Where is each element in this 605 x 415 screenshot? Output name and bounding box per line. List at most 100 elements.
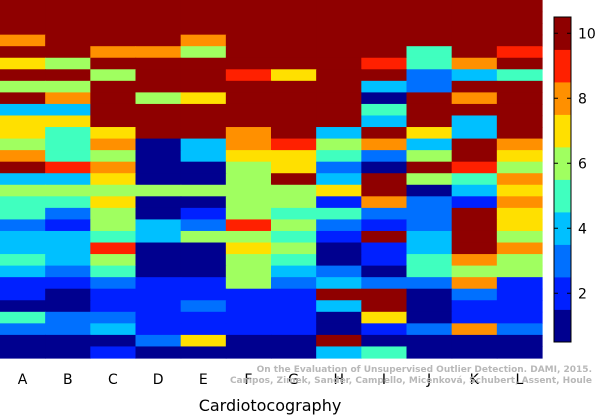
- heatmap-cell: [180, 138, 227, 151]
- heatmap-cell: [180, 277, 227, 290]
- heatmap-cell: [90, 69, 137, 82]
- colorbar-segment: [554, 244, 571, 278]
- heatmap-cell: [496, 334, 543, 348]
- heatmap-cell: [451, 138, 498, 151]
- heatmap-cell: [271, 300, 317, 313]
- heatmap-cell: [45, 346, 91, 359]
- colorbar-segment: [554, 17, 571, 50]
- heatmap-cell: [316, 11, 362, 24]
- x-tick-labels: A B C D E F G H I J K L: [18, 372, 524, 388]
- heatmap-cell: [180, 173, 227, 186]
- heatmap-cell: [271, 46, 317, 59]
- heatmap-cell: [316, 69, 362, 82]
- x-tick-label: G: [288, 372, 299, 388]
- heatmap-cell: [0, 103, 46, 117]
- heatmap-cell: [225, 334, 272, 348]
- heatmap-cell: [406, 80, 453, 93]
- heatmap-cell: [451, 46, 498, 59]
- heatmap-cell: [45, 23, 91, 36]
- heatmap-cell: [45, 92, 91, 105]
- heatmap-cell: [135, 173, 182, 186]
- colorbar-segment: [554, 212, 571, 245]
- heatmap-cell: [90, 173, 137, 186]
- colorbar-tick-label: 4: [578, 221, 587, 237]
- heatmap-cell: [0, 265, 46, 278]
- heatmap-cell: [90, 115, 137, 128]
- x-tick-label: K: [470, 372, 480, 388]
- heatmap-cell: [496, 219, 543, 232]
- heatmap-cell: [406, 288, 453, 301]
- heatmap-cell: [180, 115, 227, 128]
- x-tick-label: H: [333, 372, 344, 388]
- heatmap-cell: [225, 103, 272, 117]
- colorbar-tick-label: 6: [578, 156, 587, 172]
- heatmap-cell: [135, 161, 182, 174]
- heatmap-cell: [451, 323, 498, 336]
- heatmap-cell: [496, 80, 543, 93]
- heatmap-cell: [0, 69, 46, 82]
- heatmap-cell: [0, 242, 46, 255]
- heatmap-cell: [180, 161, 227, 174]
- heatmap-cell: [180, 323, 227, 336]
- heatmap-cell: [271, 173, 317, 186]
- heatmap-cell: [496, 323, 543, 336]
- heatmap-cell: [316, 127, 362, 140]
- heatmap-cell: [0, 0, 46, 13]
- heatmap-cell: [451, 80, 498, 93]
- heatmap-cell: [496, 311, 543, 324]
- heatmap-cell: [90, 300, 137, 313]
- heatmap-cell: [271, 265, 317, 278]
- heatmap-cell: [225, 242, 272, 255]
- heatmap-cell: [361, 173, 408, 186]
- heatmap-cell: [361, 92, 408, 105]
- heatmap-cell: [316, 184, 362, 197]
- heatmap-cell: [90, 311, 137, 324]
- colorbar-tick-label: 8: [578, 91, 587, 107]
- heatmap-cell: [135, 300, 182, 313]
- heatmap-cell: [90, 161, 137, 174]
- heatmap-cell: [406, 334, 453, 348]
- x-axis-label: Cardiotocography: [199, 396, 342, 415]
- heatmap-cell: [451, 150, 498, 163]
- heatmap-cell: [406, 23, 453, 36]
- heatmap-cell: [451, 103, 498, 117]
- heatmap-cell: [316, 265, 362, 278]
- heatmap-cell: [135, 23, 182, 36]
- heatmap-cell: [496, 207, 543, 221]
- heatmap-cell: [361, 196, 408, 209]
- heatmap-cell: [180, 103, 227, 117]
- heatmap-cell: [45, 0, 91, 13]
- heatmap-cell: [361, 288, 408, 301]
- heatmap-cell: [316, 346, 362, 359]
- heatmap-cell: [271, 11, 317, 24]
- heatmap-cell: [361, 219, 408, 232]
- heatmap-cell: [496, 34, 543, 47]
- heatmap-cell: [496, 242, 543, 255]
- heatmap-cell: [225, 230, 272, 244]
- heatmap-cell: [45, 34, 91, 47]
- heatmap-cell: [225, 207, 272, 221]
- heatmap-cell: [406, 323, 453, 336]
- heatmap-cell: [451, 57, 498, 70]
- heatmap-cell: [271, 277, 317, 290]
- heatmap-cell: [225, 0, 272, 13]
- heatmap-cell: [45, 219, 91, 232]
- heatmap-cell: [225, 265, 272, 278]
- heatmap-cell: [135, 311, 182, 324]
- heatmap-cell: [406, 92, 453, 105]
- heatmap-cell: [316, 173, 362, 186]
- heatmap-cell: [496, 46, 543, 59]
- heatmap-cell: [45, 230, 91, 244]
- heatmap-cell: [406, 34, 453, 47]
- heatmap-cell: [361, 184, 408, 197]
- heatmap-cell: [451, 0, 498, 13]
- heatmap-cell: [316, 230, 362, 244]
- heatmap-cell: [451, 11, 498, 24]
- heatmap-cell: [0, 311, 46, 324]
- heatmap-cell: [496, 23, 543, 36]
- heatmap-cell: [45, 300, 91, 313]
- heatmap-cell: [225, 11, 272, 24]
- heatmap-cell: [180, 0, 227, 13]
- heatmap-cell: [316, 242, 362, 255]
- heatmap-cell: [135, 265, 182, 278]
